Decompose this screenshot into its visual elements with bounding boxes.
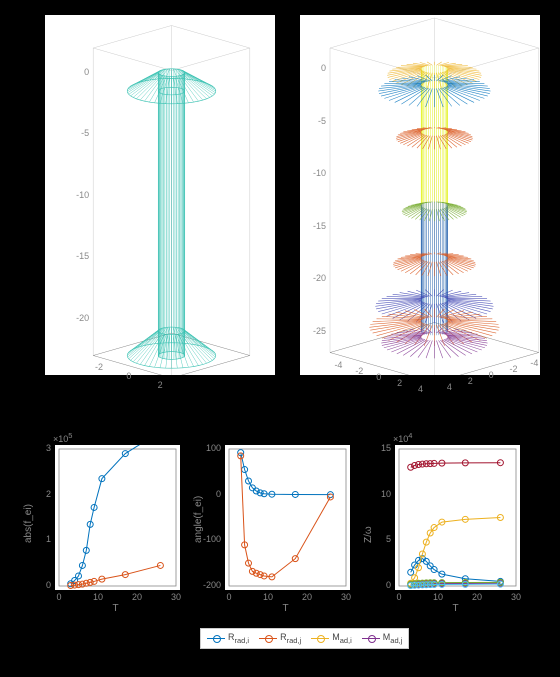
x-tick: -4 [334,360,342,370]
x-tick: 0 [221,592,237,602]
z-tick: -25 [302,326,326,336]
x-tick: 30 [168,592,184,602]
y-tick: 4 [447,382,452,392]
x-label: T [283,603,289,614]
x-tick: 2 [158,380,163,390]
x-tick: -2 [95,362,103,372]
legend-label: Rrad,i [228,632,249,645]
x-tick: 30 [508,592,524,602]
y-tick: 10 [365,489,391,499]
z-tick: -15 [65,251,89,261]
x-tick: 10 [90,592,106,602]
y-tick: -2 [509,364,517,374]
x-tick: 0 [376,372,381,382]
y-tick: 0 [365,580,391,590]
plot-abs [55,445,180,590]
y-tick: -4 [530,358,538,368]
y-label: Z/ω [363,526,374,543]
z-tick: -20 [65,313,89,323]
y-tick: 3 [25,443,51,453]
legend-item: Rrad,i [207,632,249,645]
x-label: T [453,603,459,614]
z-tick: -10 [302,168,326,178]
x-tick: 20 [299,592,315,602]
legend-swatch [311,633,329,643]
legend-label: Mad,j [383,632,403,645]
x-tick: 0 [391,592,407,602]
y-tick: 0 [25,580,51,590]
y-tick: 0 [489,370,494,380]
x-tick: 20 [469,592,485,602]
legend-label: Rrad,j [280,632,301,645]
x-label: T [113,603,119,614]
z-tick: -15 [302,221,326,231]
y-exp: ×105 [53,431,72,444]
legend-item: Mad,j [362,632,403,645]
z-tick: -10 [65,190,89,200]
legend-swatch [362,633,380,643]
y-tick: 2 [468,376,473,386]
z-tick: -5 [65,128,89,138]
y-tick: 2 [25,489,51,499]
legend: Rrad,i Rrad,j Mad,i Mad,j [200,628,409,649]
z-tick: 0 [65,67,89,77]
x-tick: 2 [397,378,402,388]
legend-item: Rrad,j [259,632,301,645]
x-tick: 4 [418,384,423,394]
x-tick: -2 [355,366,363,376]
x-tick: 10 [430,592,446,602]
y-tick: 100 [195,443,221,453]
legend-item: Mad,i [311,632,352,645]
y-label: abs(f_ei) [23,504,34,543]
x-tick: 30 [338,592,354,602]
y-tick: 15 [365,443,391,453]
top-right-3d-plot [300,15,540,375]
plot-angle [225,445,350,590]
z-tick: -5 [302,116,326,126]
legend-swatch [259,633,277,643]
x-tick: 0 [51,592,67,602]
plot-zomega [395,445,520,590]
z-tick: -20 [302,273,326,283]
z-tick: 0 [302,63,326,73]
x-tick: 20 [129,592,145,602]
legend-swatch [207,633,225,643]
x-tick: 10 [260,592,276,602]
x-tick: 0 [126,371,131,381]
y-label: angle(f_ei) [193,495,204,542]
y-tick: -200 [195,580,221,590]
y-exp: ×104 [393,431,412,444]
legend-label: Mad,i [332,632,352,645]
